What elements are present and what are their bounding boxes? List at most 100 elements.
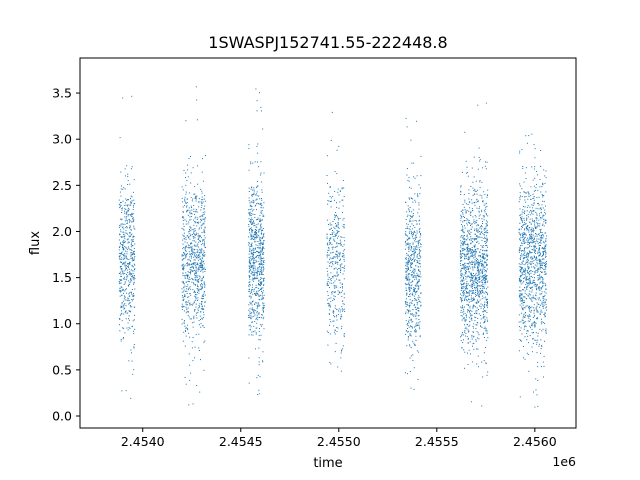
data-point: [257, 255, 259, 257]
data-point: [415, 293, 417, 295]
data-point: [481, 326, 483, 328]
data-point: [480, 326, 482, 327]
data-point: [463, 253, 465, 255]
data-point: [472, 297, 474, 299]
data-point: [329, 224, 331, 226]
data-point: [525, 312, 526, 313]
data-point: [198, 288, 200, 290]
data-point: [332, 195, 334, 197]
data-point: [132, 213, 134, 215]
data-point: [477, 264, 479, 266]
data-point: [409, 211, 411, 213]
data-point: [410, 233, 412, 235]
data-point: [192, 270, 194, 272]
data-point: [250, 291, 252, 293]
data-point: [342, 253, 344, 255]
data-point: [193, 208, 195, 210]
data-point: [255, 232, 256, 234]
data-point: [256, 306, 258, 308]
data-point: [253, 220, 254, 222]
data-point: [472, 249, 474, 251]
data-point: [420, 304, 422, 306]
data-point: [460, 336, 461, 338]
data-point: [414, 199, 416, 201]
data-point: [524, 292, 526, 294]
data-point: [467, 204, 469, 205]
data-point: [410, 246, 412, 248]
data-point: [411, 271, 413, 273]
data-point: [473, 190, 475, 191]
data-point: [127, 242, 129, 244]
data-point: [542, 182, 544, 184]
data-point: [256, 191, 258, 193]
data-point: [256, 193, 257, 195]
data-point: [526, 282, 527, 284]
data-point: [189, 293, 191, 295]
data-point: [520, 327, 522, 329]
data-point: [484, 276, 486, 278]
data-point: [130, 291, 132, 293]
data-point: [257, 294, 259, 296]
data-point: [132, 272, 134, 274]
data-point: [133, 206, 135, 208]
data-point: [533, 257, 535, 258]
data-point: [201, 262, 203, 264]
data-point: [185, 312, 187, 314]
data-point: [263, 240, 264, 242]
data-point: [336, 215, 337, 217]
data-point: [189, 211, 191, 213]
data-point: [535, 207, 537, 209]
data-point: [195, 221, 197, 223]
data-point: [544, 245, 546, 247]
data-point: [413, 344, 415, 346]
data-point: [183, 247, 185, 248]
data-point: [191, 229, 193, 231]
data-point: [198, 269, 200, 271]
data-point: [415, 299, 417, 301]
data-point: [250, 269, 252, 271]
data-point: [195, 294, 196, 296]
data-point: [123, 249, 125, 251]
data-point: [183, 282, 184, 284]
data-point: [483, 229, 485, 231]
data-point: [474, 244, 476, 246]
data-point: [414, 247, 416, 249]
data-point: [412, 220, 414, 222]
data-point: [475, 281, 476, 283]
data-point: [405, 261, 407, 263]
data-point: [343, 293, 345, 295]
data-point: [184, 219, 186, 221]
data-point: [339, 190, 341, 192]
data-point: [330, 301, 332, 303]
data-point: [530, 236, 532, 238]
data-point: [419, 328, 421, 330]
data-point: [405, 306, 407, 308]
data-point: [416, 230, 418, 232]
data-point: [412, 215, 414, 217]
data-point: [417, 307, 419, 309]
data-point: [522, 307, 524, 309]
data-point: [461, 307, 463, 309]
data-point: [460, 260, 461, 262]
data-point: [327, 249, 329, 251]
data-point: [262, 266, 264, 268]
data-point: [192, 360, 194, 362]
data-point: [542, 184, 544, 186]
data-point: [474, 254, 476, 256]
data-point: [478, 260, 480, 262]
data-point: [256, 203, 257, 205]
data-point: [540, 352, 542, 354]
data-point: [120, 219, 122, 221]
data-point: [203, 282, 205, 284]
data-point: [185, 327, 187, 329]
data-point: [249, 262, 251, 264]
data-point: [260, 314, 262, 316]
data-point: [123, 306, 125, 308]
data-point: [478, 218, 480, 220]
data-point: [474, 228, 476, 230]
data-point: [405, 313, 407, 315]
data-point: [131, 300, 133, 302]
data-point: [129, 261, 130, 263]
data-point: [133, 199, 135, 201]
